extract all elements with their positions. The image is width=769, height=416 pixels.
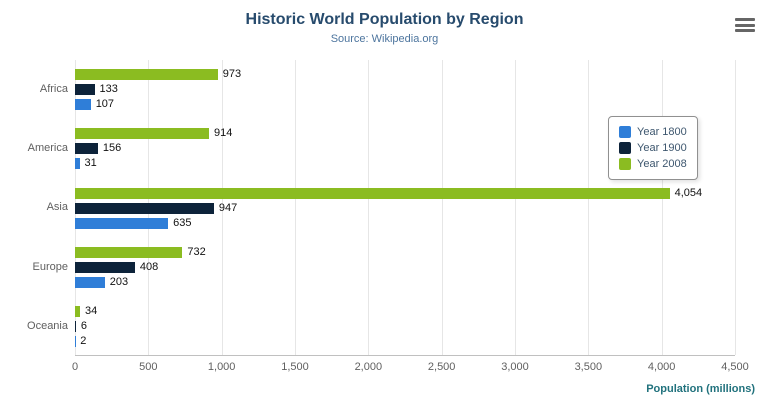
bar-row: 408: [75, 260, 735, 273]
bar-row: 973: [75, 68, 735, 81]
bar-row: 6: [75, 319, 735, 332]
bar-year-2008-america[interactable]: [75, 128, 210, 140]
legend-label: Year 2008: [637, 158, 687, 170]
bar-row: 914: [75, 127, 735, 140]
plot-area: 973 133 107 914 156 31 4,054 947 635 732 408 203 34 6…: [75, 60, 736, 356]
chart-title: Historic World Population by Region: [245, 11, 524, 28]
bar-row: 31: [75, 157, 735, 170]
bar-year-2008-africa[interactable]: [75, 69, 218, 81]
gridline: [295, 60, 296, 355]
hamburger-icon[interactable]: [735, 18, 755, 32]
bar-row: 635: [75, 216, 735, 229]
bar-row: 2: [75, 334, 735, 347]
legend-label: Year 1900: [637, 142, 687, 154]
bar-row: 203: [75, 275, 735, 288]
legend-swatch: [619, 158, 631, 170]
x-tick-label: 3,500: [574, 361, 603, 373]
y-category-label: Africa: [39, 83, 68, 95]
x-tick-label: 4,500: [721, 361, 749, 373]
bar-year-1900-america[interactable]: [75, 143, 98, 155]
bar-year-1900-europe[interactable]: [75, 261, 135, 273]
bar-row: 4,054: [75, 186, 735, 199]
x-tick-label: 2,500: [427, 361, 456, 373]
bar-value-label: 947: [218, 201, 238, 214]
hamburger-line: [735, 18, 755, 21]
y-category-label: Asia: [46, 201, 68, 214]
bar-year-1800-africa[interactable]: [75, 99, 91, 111]
bar-year-2008-europe[interactable]: [75, 246, 183, 258]
gridline: [661, 60, 663, 355]
bar-value-label: 408: [139, 260, 159, 273]
bar-value-label: 914: [214, 127, 233, 140]
x-tick-label: 1,500: [281, 361, 309, 373]
bar-row: 156: [75, 142, 735, 155]
gridline: [515, 60, 516, 355]
legend-label: Year 1800: [637, 126, 687, 138]
hamburger-line: [735, 23, 755, 27]
bar-value-label: 6: [80, 319, 87, 332]
bar-year-1900-africa[interactable]: [75, 84, 95, 96]
bar-value-label: 973: [222, 68, 242, 81]
bar-row: 107: [75, 98, 735, 111]
hamburger-line: [735, 29, 755, 32]
bar-value-label: 156: [102, 142, 122, 155]
legend-swatch: [619, 126, 631, 138]
bar-year-1900-asia[interactable]: [75, 202, 214, 214]
bar-year-1800-asia[interactable]: [75, 217, 169, 229]
bar-year-2008-oceania[interactable]: [75, 305, 80, 317]
legend-item-year-2008[interactable]: Year 2008: [619, 156, 687, 172]
x-axis-title: Population (millions): [646, 383, 755, 395]
legend-item-year-1800[interactable]: Year 1800: [619, 124, 687, 140]
x-tick-label: 2,000: [354, 361, 383, 373]
bars-layer: 973 133 107 914 156 31 4,054 947 635 732 408 203 34 6…: [75, 60, 735, 355]
bar-year-1800-america[interactable]: [75, 158, 80, 170]
bar-row: 34: [75, 304, 735, 317]
x-axis-labels: 0 500 1,000 1,500 2,000 2,500 3,000 3,500 4,000 4…: [71, 361, 749, 375]
y-category-label: America: [27, 142, 68, 155]
y-category-label: Europe: [32, 260, 68, 273]
gridline: [368, 60, 370, 355]
x-tick-label: 0: [71, 361, 79, 373]
x-tick-label: 500: [139, 361, 158, 373]
bar-value-label: 2: [80, 334, 87, 347]
bar-value-label: 34: [84, 304, 98, 317]
bar-year-2008-asia[interactable]: [75, 187, 670, 199]
bar-year-1900-oceania[interactable]: [75, 320, 76, 332]
gridline: [588, 60, 590, 355]
bar-row: 732: [75, 245, 735, 258]
bar-value-label: 31: [84, 157, 97, 170]
bar-year-1800-europe[interactable]: [75, 276, 105, 288]
bar-value-label: 203: [109, 275, 129, 288]
bar-value-label: 4,054: [674, 186, 703, 199]
bar-value-label: 133: [99, 83, 118, 96]
y-category-label: Oceania: [27, 319, 68, 332]
bar-row: 947: [75, 201, 735, 214]
gridline: [441, 60, 443, 355]
bar-row: 133: [75, 83, 735, 96]
bar-value-label: 732: [187, 245, 206, 258]
x-tick-label: 1,000: [207, 361, 236, 373]
y-axis-labels: Africa America Asia Europe Oceania: [0, 60, 68, 356]
legend: Year 1800 Year 1900 Year 2008: [608, 116, 698, 180]
legend-swatch: [619, 142, 631, 154]
gridline: [221, 60, 223, 355]
x-tick-label: 3,000: [501, 361, 529, 373]
x-tick-label: 4,000: [647, 361, 676, 373]
legend-item-year-1900[interactable]: Year 1900: [619, 140, 687, 156]
bar-value-label: 107: [95, 98, 115, 111]
gridline: [735, 60, 736, 355]
bar-value-label: 635: [173, 216, 192, 229]
chart-subtitle: Source: Wikipedia.org: [330, 33, 439, 45]
